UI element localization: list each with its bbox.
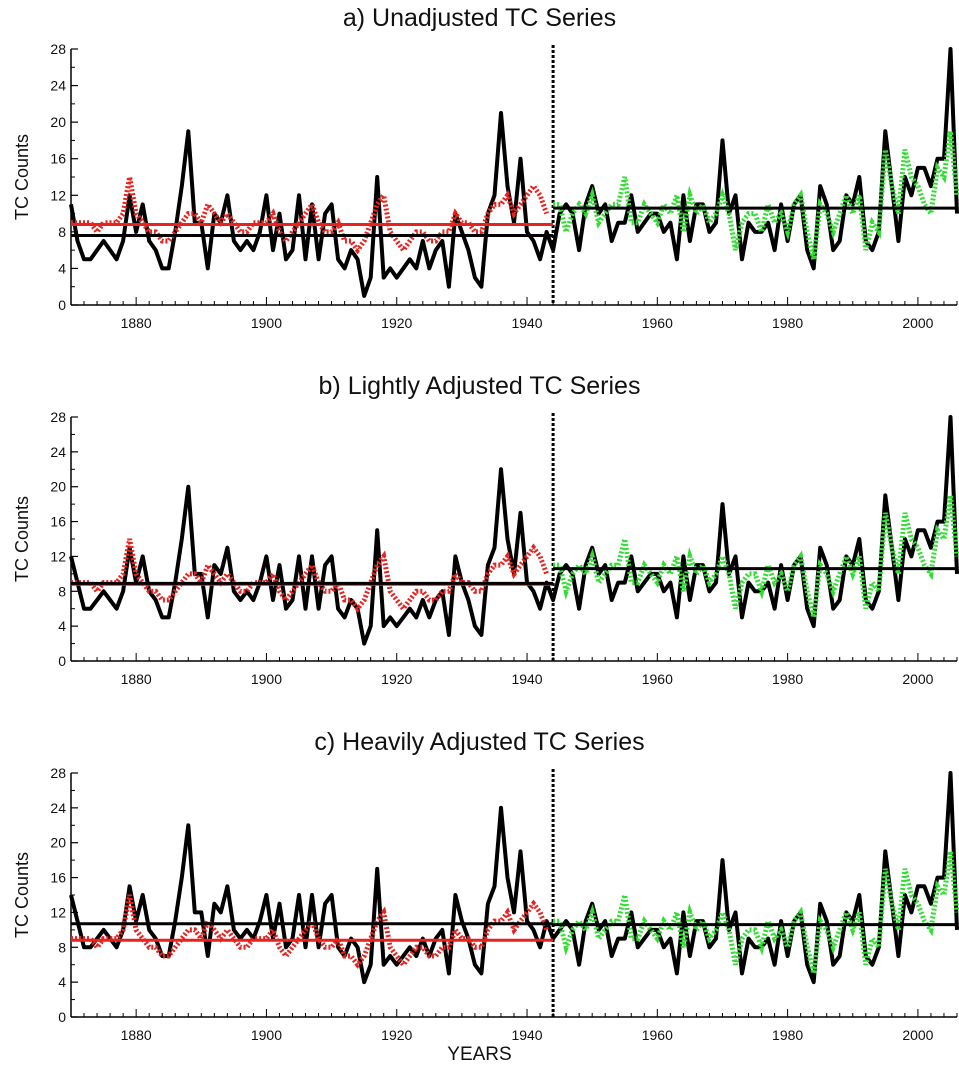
x-tick-label: 2000 (902, 671, 933, 687)
y-tick-label: 28 (50, 765, 66, 781)
early-model-series-line (71, 894, 549, 969)
panel-b-title: b) Lightly Adjusted TC Series (318, 372, 641, 400)
y-tick-label: 12 (50, 548, 66, 564)
x-tick-label: 1940 (511, 671, 542, 687)
y-tick-label: 12 (50, 187, 66, 203)
late-model-series-line (553, 851, 959, 975)
x-tick-label: 2000 (902, 315, 933, 331)
x-tick-label: 1960 (642, 315, 673, 331)
x-tick-label: 1980 (772, 315, 803, 331)
y-tick-label: 8 (58, 583, 66, 599)
panel-a-title: a) Unadjusted TC Series (342, 4, 617, 32)
y-tick-label: 16 (50, 514, 66, 530)
y-tick-label: 16 (50, 870, 66, 886)
y-tick-label: 20 (50, 479, 66, 495)
y-tick-label: 20 (50, 835, 66, 851)
x-tick-label: 1960 (642, 1027, 673, 1043)
observed-series-line (69, 415, 959, 646)
y-tick-label: 24 (50, 444, 66, 460)
y-axis-title: TC Counts (12, 134, 32, 220)
observed-series-line (69, 771, 959, 985)
y-tick-label: 4 (58, 974, 66, 990)
observed-series-line (69, 47, 959, 298)
x-tick-label: 1980 (772, 1027, 803, 1043)
panel-a: 0 4 8 12 16 20 24 28 TC Counts 1880 1900 1920 1940 19… (12, 41, 959, 331)
y-tick-label: 4 (58, 618, 66, 634)
x-tick-label: 1900 (251, 315, 282, 331)
y-tick-label: 8 (58, 939, 66, 955)
y-tick-label: 0 (58, 653, 66, 669)
y-tick-label: 8 (58, 224, 66, 240)
x-tick-label: 2000 (902, 1027, 933, 1043)
y-tick-label: 0 (58, 297, 66, 313)
x-tick-label: 1920 (381, 671, 412, 687)
x-tick-label: 1920 (381, 1027, 412, 1043)
y-axis-title: TC Counts (12, 852, 32, 938)
y-tick-label: 0 (58, 1009, 66, 1025)
panel-c-title: c) Heavily Adjusted TC Series (314, 728, 645, 756)
x-tick-label: 1940 (511, 1027, 542, 1043)
y-tick-label: 28 (50, 409, 66, 425)
x-tick-label: 1880 (121, 671, 152, 687)
x-tick-label: 1980 (772, 671, 803, 687)
y-tick-label: 16 (50, 151, 66, 167)
y-tick-label: 28 (50, 41, 66, 57)
x-tick-label: 1880 (121, 1027, 152, 1043)
panel-c: 0 4 8 12 16 20 24 28 TC Counts 1880 1900 1920 1940 19… (12, 765, 959, 1043)
x-tick-label: 1960 (642, 671, 673, 687)
x-tick-label: 1920 (381, 315, 412, 331)
y-tick-label: 24 (50, 800, 66, 816)
late-model-series-line (553, 495, 959, 619)
panel-b: 0 4 8 12 16 20 24 28 TC Counts 1880 1900 1920 1940 19… (12, 409, 959, 687)
y-axis-title: TC Counts (12, 496, 32, 582)
x-tick-label: 1900 (251, 671, 282, 687)
early-model-series-line (71, 176, 549, 255)
x-tick-label: 1880 (121, 315, 152, 331)
y-tick-label: 24 (50, 78, 66, 94)
y-tick-label: 4 (58, 260, 66, 276)
x-axis-title: YEARS (447, 1044, 512, 1065)
y-tick-label: 20 (50, 114, 66, 130)
x-tick-label: 1940 (511, 315, 542, 331)
y-tick-label: 12 (50, 904, 66, 920)
x-tick-label: 1900 (251, 1027, 282, 1043)
